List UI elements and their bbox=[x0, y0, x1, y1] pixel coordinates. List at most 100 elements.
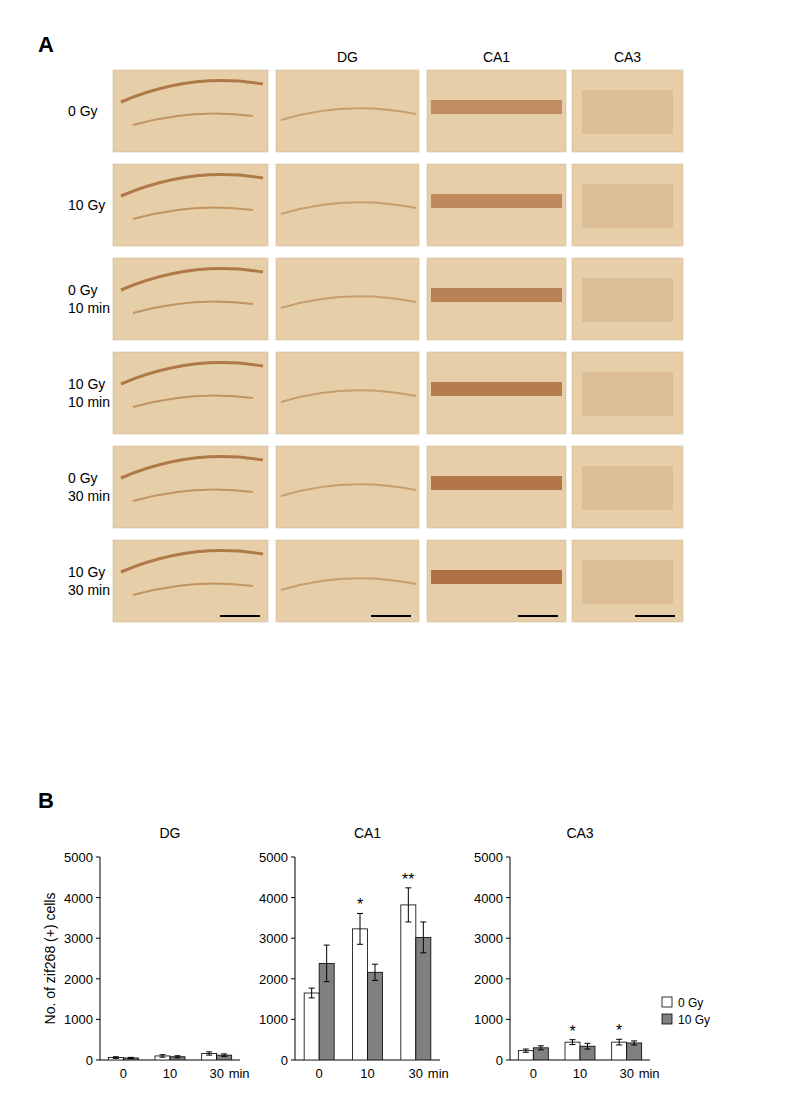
y-tick bbox=[291, 857, 295, 858]
scale-bar bbox=[518, 615, 558, 617]
y-tick bbox=[291, 1060, 295, 1061]
error-cap bbox=[570, 1044, 576, 1045]
error-line bbox=[311, 988, 312, 998]
image-placeholder bbox=[572, 446, 683, 528]
micrograph bbox=[427, 446, 566, 528]
error-line bbox=[587, 1043, 588, 1049]
y-tick-label: 2000 bbox=[259, 972, 288, 987]
tissue-band bbox=[121, 457, 263, 478]
micrograph bbox=[427, 164, 566, 246]
x-tick-label: 30 bbox=[209, 1066, 223, 1081]
micrograph bbox=[572, 258, 683, 340]
chart-title: CA1 bbox=[354, 825, 381, 841]
error-bar bbox=[221, 1054, 227, 1056]
tissue-band bbox=[121, 81, 263, 102]
error-line bbox=[326, 945, 327, 982]
y-tick-label: 5000 bbox=[259, 850, 288, 865]
error-bar bbox=[616, 1039, 622, 1045]
error-line bbox=[540, 1046, 541, 1050]
bar bbox=[108, 1058, 123, 1060]
column-header: CA3 bbox=[614, 49, 641, 65]
micrograph bbox=[427, 540, 566, 622]
y-tick bbox=[96, 1019, 100, 1020]
micrograph bbox=[572, 352, 683, 434]
image-placeholder bbox=[276, 258, 419, 340]
x-tick-label: 30 bbox=[409, 1066, 423, 1081]
scale-bar bbox=[220, 615, 260, 617]
x-tick-label: 10 bbox=[360, 1066, 374, 1081]
tissue-band bbox=[582, 372, 673, 416]
image-placeholder bbox=[113, 540, 268, 622]
tissue-band bbox=[133, 489, 253, 501]
image-placeholder bbox=[113, 446, 268, 528]
column-header: CA1 bbox=[483, 49, 510, 65]
error-cap bbox=[206, 1051, 212, 1052]
error-cap bbox=[175, 1055, 181, 1056]
tissue-band bbox=[121, 269, 263, 290]
error-cap bbox=[206, 1055, 212, 1056]
image-placeholder bbox=[427, 446, 566, 528]
micrograph bbox=[572, 446, 683, 528]
y-tick-label: 4000 bbox=[259, 891, 288, 906]
error-bar bbox=[585, 1043, 591, 1049]
bar bbox=[353, 929, 368, 1060]
panel-label: B bbox=[38, 788, 54, 813]
error-cap bbox=[128, 1057, 134, 1058]
image-placeholder bbox=[572, 70, 683, 152]
x-tick-label: 10 bbox=[573, 1066, 587, 1081]
error-cap bbox=[357, 944, 363, 945]
row-label: 30 min bbox=[68, 582, 110, 598]
y-tick-label: 4000 bbox=[64, 891, 93, 906]
y-tick-label: 3000 bbox=[474, 931, 503, 946]
tissue-band bbox=[281, 578, 416, 590]
bar-chart: CA101000200030004000500001030min*** bbox=[259, 825, 449, 1081]
significance: * bbox=[569, 1023, 575, 1040]
bar bbox=[565, 1042, 580, 1060]
error-line bbox=[423, 922, 424, 953]
bar-chart: CA301000200030004000500001030min**0 Gy10… bbox=[474, 825, 710, 1081]
tissue-band bbox=[281, 390, 416, 402]
error-bar bbox=[523, 1049, 529, 1052]
bar bbox=[416, 937, 431, 1060]
y-tick-label: 3000 bbox=[259, 931, 288, 946]
bar bbox=[627, 1043, 642, 1060]
y-tick bbox=[96, 978, 100, 979]
tissue-band bbox=[281, 202, 416, 214]
micrograph bbox=[427, 70, 566, 152]
error-bar bbox=[538, 1046, 544, 1050]
error-bar bbox=[357, 913, 363, 944]
tissue-band bbox=[281, 484, 416, 496]
image-placeholder bbox=[427, 70, 566, 152]
error-cap bbox=[420, 952, 426, 953]
error-cap bbox=[631, 1044, 637, 1045]
error-cap bbox=[221, 1053, 227, 1054]
bar bbox=[217, 1055, 232, 1060]
error-cap bbox=[309, 997, 315, 998]
column-header: DG bbox=[337, 49, 358, 65]
error-bar bbox=[570, 1040, 576, 1045]
micrograph bbox=[113, 446, 268, 528]
y-tick bbox=[96, 897, 100, 898]
micrograph bbox=[276, 70, 419, 152]
bar bbox=[304, 993, 319, 1060]
y-tick-label: 1000 bbox=[474, 1012, 503, 1027]
error-bar bbox=[113, 1057, 119, 1059]
x-tick-label: 10 bbox=[163, 1066, 177, 1081]
error-line bbox=[619, 1039, 620, 1045]
y-tick-label: 1000 bbox=[259, 1012, 288, 1027]
image-placeholder bbox=[427, 258, 566, 340]
image-placeholder bbox=[427, 540, 566, 622]
micrograph bbox=[572, 164, 683, 246]
micrograph bbox=[113, 70, 268, 152]
y-tick-label: 2000 bbox=[64, 972, 93, 987]
error-bar bbox=[324, 945, 330, 982]
x-unit-label: min bbox=[229, 1066, 250, 1081]
micrograph bbox=[427, 352, 566, 434]
y-tick-label: 2000 bbox=[474, 972, 503, 987]
y-tick bbox=[96, 1060, 100, 1061]
y-tick-label: 3000 bbox=[64, 931, 93, 946]
y-tick bbox=[506, 1060, 510, 1061]
y-axis bbox=[295, 857, 296, 1060]
error-line bbox=[360, 913, 361, 944]
image-placeholder bbox=[427, 352, 566, 434]
